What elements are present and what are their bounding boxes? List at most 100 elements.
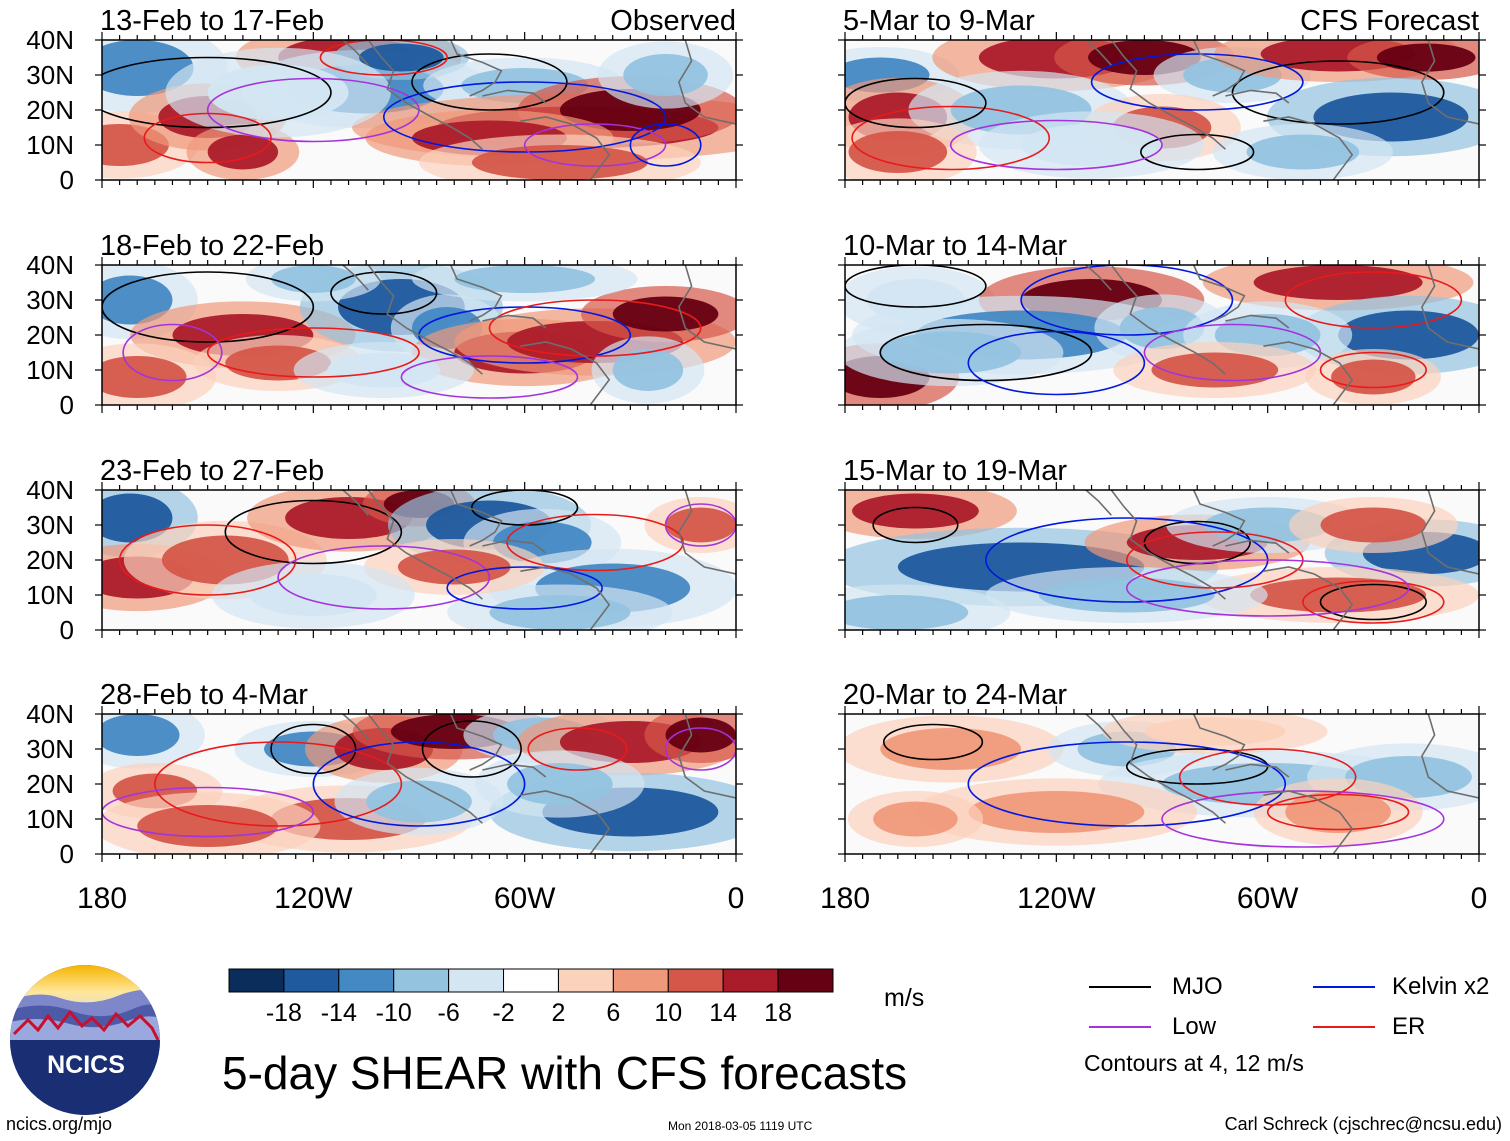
shear-shade [397,549,511,585]
lat-tick-label: 0 [60,615,74,645]
contour-line [143,112,272,164]
shear-shade [880,331,1022,374]
coastline [678,490,736,575]
coastline [1192,265,1246,322]
colorbar-tick-label: 2 [552,999,566,1027]
lat-tick-label: 10N [26,130,74,160]
shear-shade [507,763,613,805]
shear-shade [852,493,979,529]
coastline [1085,40,1112,66]
shear-shade [366,780,472,823]
map-panel: 15-Mar to 19-Mar [838,455,1486,638]
lat-tick-label: 30N [26,510,74,540]
map-panel: 10-Mar to 14-Mar [838,230,1486,413]
contour-line [1125,531,1304,589]
contour-line [1161,790,1445,848]
shear-shade [207,64,349,121]
lat-tick-label: 30N [26,60,74,90]
panel-date-label: 18-Feb to 22-Feb [100,230,324,262]
contour-line [206,327,420,378]
panel-date-label: 20-Mar to 24-Mar [843,679,1067,711]
shear-shade [489,595,631,630]
shear-shade [359,43,444,72]
legend-label-mjo: MJO [1172,973,1223,1000]
coastline [1421,714,1479,799]
lat-tick-label: 20N [26,320,74,350]
coastline [482,763,547,778]
shear-shade [665,507,736,543]
shear-shade [845,595,969,630]
lat-tick-label: 0 [60,390,74,420]
shear-shade [454,265,596,293]
shear-shade [612,296,719,332]
lat-tick-label: 40N [26,475,74,505]
panel-date-label: 13-Feb to 17-Feb [100,5,324,37]
contour-line [1284,271,1463,329]
panel-date-label: 28-Feb to 4-Mar [100,679,308,711]
contour-line [1090,53,1304,111]
colorbar-swatch [557,968,614,993]
colorbar-tick-label: -14 [321,999,357,1027]
contour-line [330,271,438,315]
shear-shade [1119,307,1205,349]
shear-shade [880,728,1022,770]
coastline [1263,116,1354,180]
coastline [367,265,483,375]
colorbar-units: m/s [884,984,925,1012]
site-link[interactable]: ncics.org/mjo [6,1114,113,1134]
contour-line [421,720,522,778]
contour-legend-lines [1089,986,1375,1028]
shear-shade [1320,507,1427,543]
map-panel: 40N 30N 20N 10N 0 28-Feb to 4-Mar [26,679,743,869]
contour-levels-note: Contours at 4, 12 m/s [1084,1050,1304,1076]
contour-line [1140,133,1255,171]
shear-shade [968,791,1145,833]
map-panel: 20-Mar to 24-Mar [838,679,1486,862]
contour-line [270,723,357,775]
shear-shade [1338,310,1479,360]
contour-line [411,53,568,111]
lat-tick-label: 10N [26,580,74,610]
contour-line [949,119,1163,171]
colorbar-swatch [722,968,779,993]
colorbar-swatch [503,968,559,993]
panel-date-label: 15-Mar to 19-Mar [843,455,1067,487]
map-panel: 40N 30N 20N 10N 0 23-Feb to 27-Feb [26,455,743,645]
contour-line [845,265,987,308]
lat-tick-label: 10N [26,355,74,385]
lon-tick-label: 0 [1471,882,1488,915]
shear-shade [137,805,279,847]
panel-date-label: 10-Mar to 14-Mar [843,230,1067,262]
colorbar-tick-label: -2 [492,999,514,1027]
coastline [367,714,483,824]
contour-line [277,545,491,610]
contour-line [879,323,1093,382]
contour-line [629,123,702,167]
shear-shade [1151,352,1279,388]
shear-shade [848,131,948,173]
contour-line [851,105,1051,171]
coastline [342,490,369,516]
colorbar-swatch [612,968,669,993]
contour-line [527,727,628,771]
contour-line [400,355,579,399]
panel-type-label: CFS Forecast [1300,5,1479,37]
lon-tick-label: 120W [274,882,353,915]
figure-title: 5-day SHEAR with CFS forecasts [222,1047,908,1099]
colorbar-tick-label: -10 [376,999,412,1027]
shear-shade [665,717,736,753]
lat-tick-label: 40N [26,250,74,280]
coastline [367,490,483,600]
coastline [1110,265,1226,375]
legend-label-low: Low [1172,1013,1217,1040]
coastline [678,265,736,350]
lat-tick-label: 10N [26,804,74,834]
shear-shade [612,349,684,391]
colorbar-swatch [228,968,285,993]
shear-shade [102,714,180,756]
coastline [1421,40,1479,125]
panel-type-label: Observed [610,5,736,37]
coastline [1263,566,1354,630]
coastline [367,40,483,150]
contour-line [488,299,702,357]
